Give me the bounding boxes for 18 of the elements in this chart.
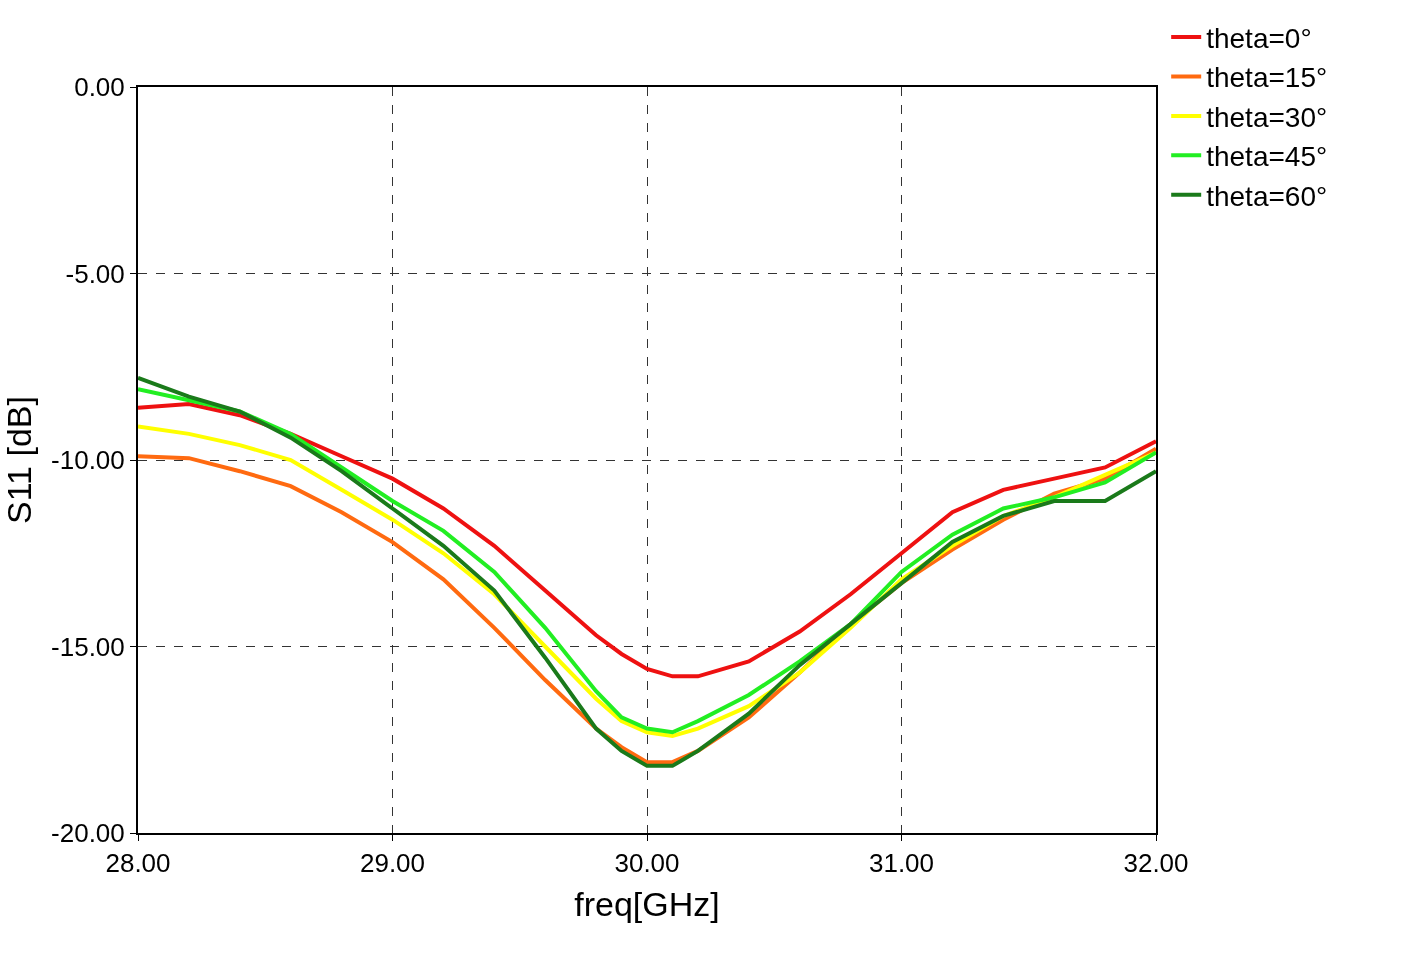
legend-label: theta=0° [1206,23,1312,55]
legend-label: theta=60° [1206,180,1328,212]
y-tick-label: -20.00 [51,818,125,849]
legend-label: theta=45° [1206,141,1328,173]
x-tick-label: 28.00 [105,848,171,879]
x-axis-title: freq[GHz] [574,885,720,923]
y-tick-label: -15.00 [51,631,125,662]
y-tick-label: 0.00 [74,72,125,103]
y-axis-title: S11 [dB] [0,396,38,524]
x-tick-label: 29.00 [359,848,426,879]
y-tick-label: -5.00 [65,258,125,289]
x-tick-label: 32.00 [1123,848,1189,879]
legend-label: theta=15° [1206,62,1328,94]
legend-label: theta=30° [1206,101,1328,133]
y-tick-label: -10.00 [51,445,125,476]
x-tick-label: 31.00 [868,848,935,879]
line-series [138,402,1156,679]
x-tick-label: 30.00 [614,848,680,879]
